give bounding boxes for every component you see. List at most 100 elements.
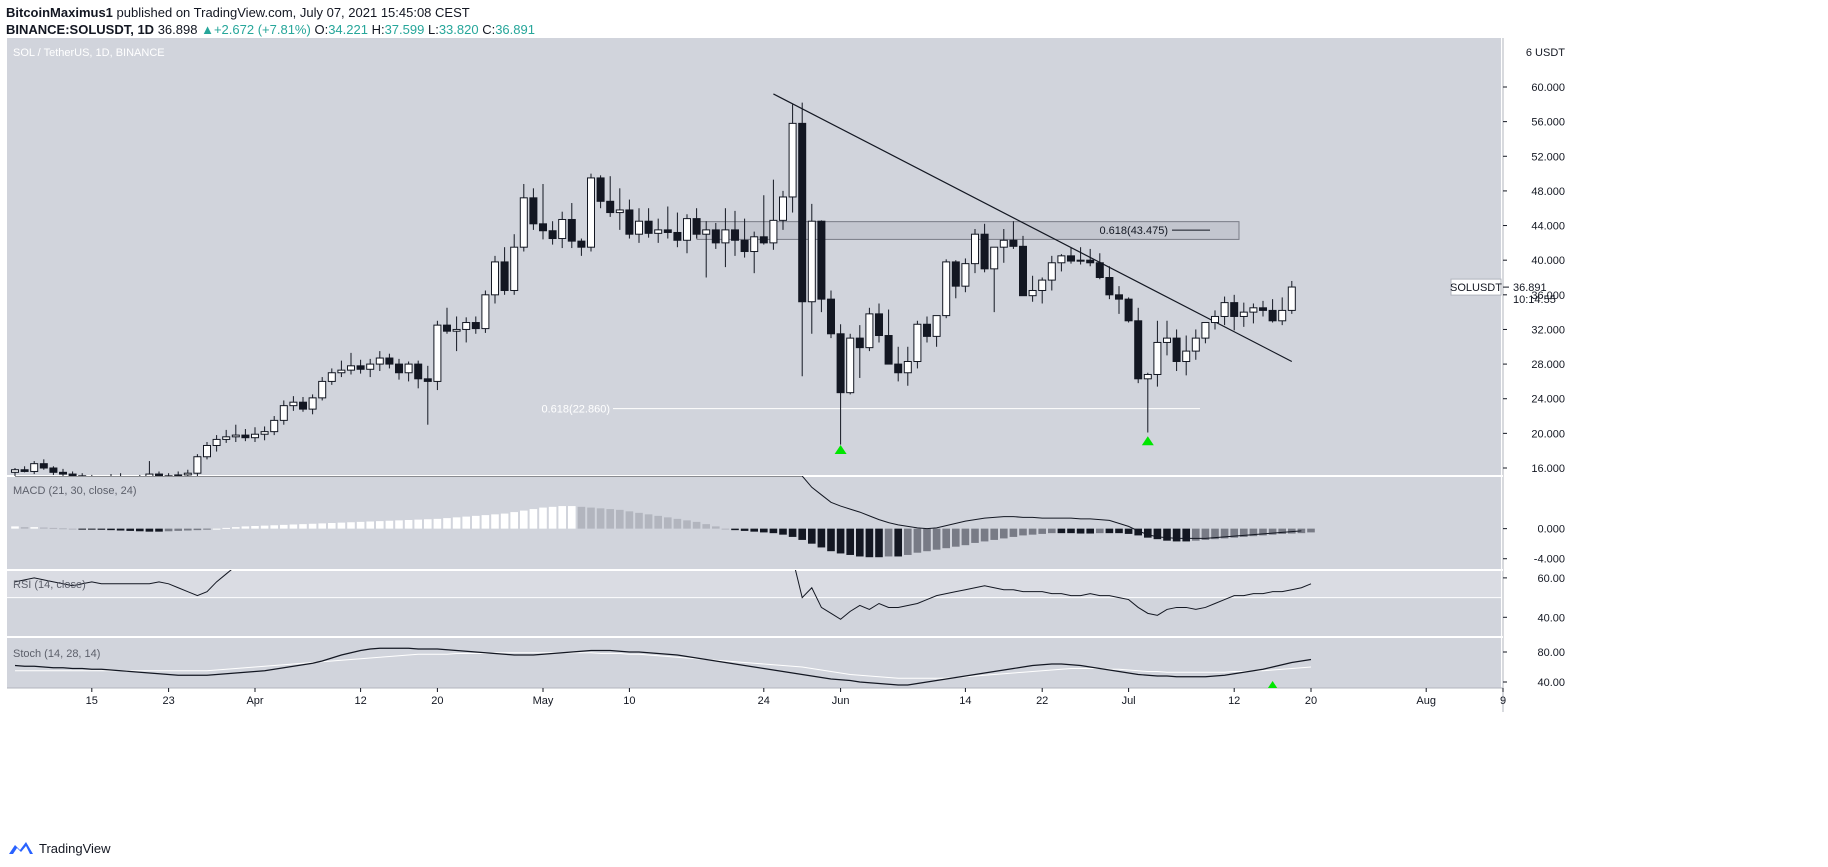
candle: [347, 352, 355, 375]
candle: [932, 315, 941, 347]
macd-histogram-bar: [1192, 528, 1200, 541]
candle-body: [779, 196, 787, 221]
candle-body: [951, 261, 960, 287]
candle-body: [193, 456, 202, 474]
candle-body: [548, 230, 557, 240]
macd-histogram-bar: [1076, 528, 1085, 534]
candle: [78, 473, 87, 476]
time-tick-label: Jun: [832, 695, 850, 707]
macd-histogram-bar: [721, 528, 730, 530]
candle: [414, 360, 423, 389]
candle-body: [404, 363, 413, 374]
candle-body: [59, 471, 67, 475]
candle-body: [798, 122, 807, 303]
candle-body: [212, 438, 221, 446]
candle-body: [663, 229, 672, 233]
candle-body: [587, 177, 595, 248]
candle: [1172, 329, 1181, 372]
candle-body: [827, 298, 835, 335]
author-name[interactable]: BitcoinMaximus1: [6, 5, 113, 20]
candle-body: [471, 322, 480, 330]
macd-histogram-bar: [712, 526, 720, 529]
candle: [164, 473, 173, 476]
time-tick-label: 22: [1036, 695, 1048, 707]
candle: [846, 333, 855, 395]
candle-body: [183, 472, 192, 476]
time-tick-label: 20: [431, 695, 443, 707]
candle: [1278, 297, 1287, 326]
low-label: L:: [427, 22, 439, 37]
candle-body: [1105, 277, 1114, 296]
macd-histogram-bar: [491, 514, 499, 529]
candle-body: [913, 323, 922, 362]
macd-histogram-bar: [1105, 528, 1114, 534]
price-tick-label: 24.000: [1531, 394, 1565, 406]
published-text: published on TradingView.com, July 07, 2…: [116, 5, 470, 20]
candle-body: [817, 220, 826, 300]
macd-histogram-bar: [203, 528, 211, 530]
candle: [635, 208, 643, 243]
macd-histogram-bar: [1000, 528, 1008, 539]
macd-histogram-bar: [1067, 528, 1075, 534]
candle-body: [1172, 337, 1181, 362]
candle: [625, 199, 634, 239]
candle-body: [241, 434, 250, 439]
candle: [999, 229, 1008, 263]
macd-histogram-bar: [520, 510, 528, 529]
low-value: 33.820: [438, 22, 479, 37]
candle-body: [558, 218, 567, 240]
macd-histogram-bar: [155, 528, 163, 532]
candle-body: [289, 401, 298, 407]
candle: [30, 461, 39, 475]
chart-header: BitcoinMaximus1 published on TradingView…: [6, 4, 535, 38]
macd-histogram-bar: [136, 528, 144, 532]
macd-histogram-bar: [97, 528, 106, 530]
candle: [510, 234, 519, 295]
candle-body: [702, 229, 711, 235]
macd-histogram-bar: [1163, 528, 1171, 541]
candle: [251, 427, 259, 443]
up-triangle-icon: ▲: [201, 22, 214, 37]
candle: [827, 290, 835, 339]
macd-histogram-bar: [510, 512, 518, 529]
macd-histogram-bar: [1220, 528, 1229, 539]
price-tick-label: 52.000: [1531, 151, 1565, 163]
price-tick-label: 60.000: [1531, 82, 1565, 94]
macd-histogram-bar: [644, 514, 653, 529]
candle: [120, 473, 122, 476]
candle: [299, 396, 307, 412]
candle: [1047, 255, 1056, 291]
price-tick-label: 36.000: [1531, 290, 1565, 302]
macd-histogram-bar: [769, 528, 778, 534]
candle-body: [1067, 255, 1075, 262]
candle: [366, 358, 375, 378]
candle-body: [1182, 350, 1191, 362]
candle-body: [519, 197, 528, 248]
candle-body: [481, 294, 490, 330]
candle-body: [1124, 298, 1133, 322]
open-label: O:: [314, 22, 329, 37]
rsi-label: RSI (14, close): [13, 579, 86, 591]
candle-body: [327, 372, 336, 382]
macd-histogram-bar: [1201, 528, 1210, 540]
candle-body: [644, 220, 653, 234]
candle-body: [222, 436, 231, 440]
time-tick-label: Aug: [1416, 695, 1436, 707]
candle: [971, 229, 979, 274]
candle-body: [231, 434, 240, 438]
footer-brand[interactable]: TradingView: [8, 840, 111, 856]
macd-histogram-bar: [952, 528, 960, 547]
candle-body: [1287, 286, 1296, 311]
macd-histogram-bar: [788, 528, 797, 537]
candle-body: [462, 322, 471, 330]
candle: [1143, 372, 1152, 433]
candle-body: [39, 463, 48, 469]
candle-body: [903, 360, 912, 374]
rsi-tick-label: 40.00: [1537, 612, 1565, 624]
candle: [596, 175, 605, 209]
macd-histogram-bar: [1028, 528, 1037, 535]
candle: [1067, 247, 1075, 264]
macd-histogram-bar: [1278, 528, 1286, 534]
macd-histogram-bar: [596, 508, 605, 529]
